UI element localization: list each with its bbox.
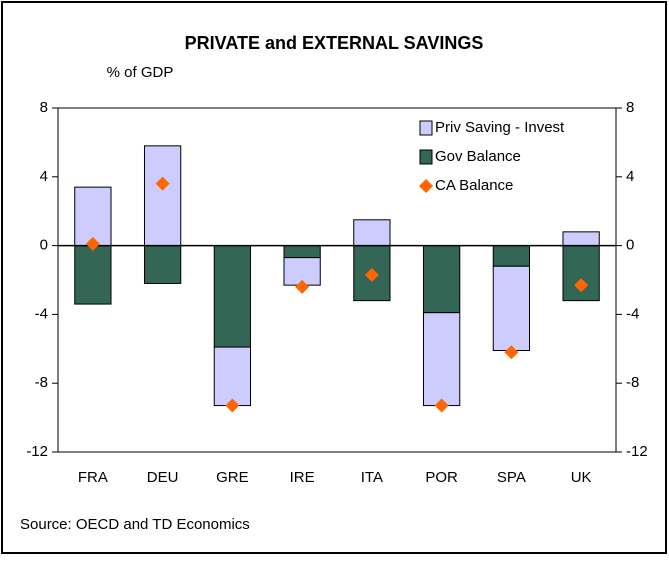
x-tick-label: SPA <box>497 469 526 486</box>
chart-title: PRIVATE and EXTERNAL SAVINGS <box>185 33 484 53</box>
x-tick-label: UK <box>571 469 592 486</box>
y-tick-label: 4 <box>40 168 48 185</box>
y2-tick-label: 4 <box>626 168 634 185</box>
y2-tick-label: -4 <box>626 305 639 322</box>
bar <box>562 231 600 247</box>
y2-tick-label: 8 <box>626 99 634 116</box>
marker <box>434 398 449 413</box>
bar <box>74 245 112 305</box>
marker <box>155 176 170 191</box>
marker <box>574 278 589 293</box>
bar <box>492 245 531 267</box>
y-tick-label: -8 <box>35 374 48 391</box>
y2-tick-label: -12 <box>626 443 648 460</box>
y-tick-label: 8 <box>40 99 48 116</box>
y-tick-label: -4 <box>35 305 48 322</box>
marker <box>504 345 519 360</box>
bar <box>143 245 182 284</box>
bar <box>213 245 252 348</box>
y2-tick-label: -8 <box>626 374 639 391</box>
bar <box>422 245 461 314</box>
legend-swatch <box>419 179 433 193</box>
bar <box>353 219 391 247</box>
bar <box>283 245 321 259</box>
legend-label: Gov Balance <box>435 148 521 165</box>
legend-swatch <box>419 149 433 165</box>
marker <box>225 398 240 413</box>
x-tick-label: POR <box>425 469 458 486</box>
x-tick-label: IRE <box>290 469 315 486</box>
marker <box>295 279 310 294</box>
x-tick-label: DEU <box>147 469 179 486</box>
y2-tick-label: 0 <box>626 237 634 254</box>
bar <box>492 265 531 352</box>
source: Source: OECD and TD Economics <box>20 516 250 533</box>
y-axis-label: % of GDP <box>107 64 174 81</box>
bar <box>143 145 182 247</box>
bar <box>422 312 461 407</box>
y-tick-label: -12 <box>26 443 48 460</box>
bar <box>213 346 252 407</box>
plot-area <box>57 107 617 453</box>
legend-label: CA Balance <box>435 177 513 194</box>
bar <box>74 186 112 247</box>
legend-label: Priv Saving - Invest <box>435 119 565 136</box>
y-tick-label: 0 <box>40 237 48 254</box>
marker <box>364 267 379 282</box>
bar <box>562 245 600 302</box>
x-tick-label: GRE <box>216 469 249 486</box>
marker <box>85 236 100 251</box>
legend-swatch <box>419 120 433 136</box>
x-tick-label: ITA <box>361 469 383 486</box>
x-tick-label: FRA <box>78 469 108 486</box>
